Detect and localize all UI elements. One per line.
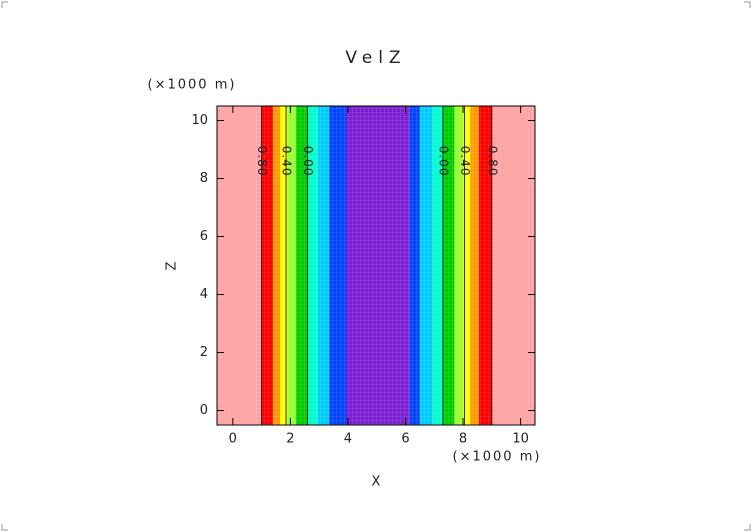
contour-label: 0.00 — [436, 146, 450, 177]
y-axis-label: Z — [165, 261, 180, 270]
contour-label: 0.00 — [301, 146, 315, 177]
overlay: 0.80 0.80 0.40 0.40 0.00 0.00 — [216, 105, 536, 426]
chart-title: VelZ — [345, 48, 406, 68]
x-tick-label: 8 — [459, 432, 467, 447]
contour-label: 0.80 — [255, 146, 269, 177]
y-tick-label: 2 — [200, 345, 208, 360]
y-tick-label: 8 — [200, 171, 208, 186]
x-tick-label: 4 — [344, 432, 352, 447]
x-tick-label: 10 — [512, 432, 529, 447]
x-tick-label: 2 — [286, 432, 294, 447]
y-unit: (×1000 m) — [148, 78, 237, 93]
plot-frame — [216, 105, 536, 426]
y-tick-label: 10 — [191, 113, 208, 128]
y-tick-label: 4 — [200, 287, 208, 302]
contour-label: 0.40 — [458, 146, 472, 177]
x-tick-label: 0 — [229, 432, 237, 447]
x-axis-label: X — [372, 475, 381, 490]
contour-label: 0.80 — [485, 146, 499, 177]
contour-label: 0.40 — [280, 146, 294, 177]
x-unit: (×1000 m) — [453, 450, 542, 465]
y-tick-label: 6 — [200, 229, 208, 244]
y-tick-label: 0 — [200, 403, 208, 418]
mesh — [217, 106, 535, 425]
x-tick-label: 6 — [401, 432, 409, 447]
